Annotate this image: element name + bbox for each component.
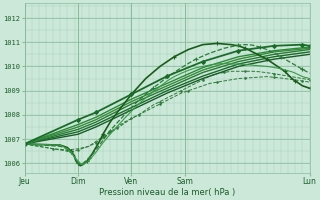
X-axis label: Pression niveau de la mer( hPa ): Pression niveau de la mer( hPa ) [99, 188, 235, 197]
